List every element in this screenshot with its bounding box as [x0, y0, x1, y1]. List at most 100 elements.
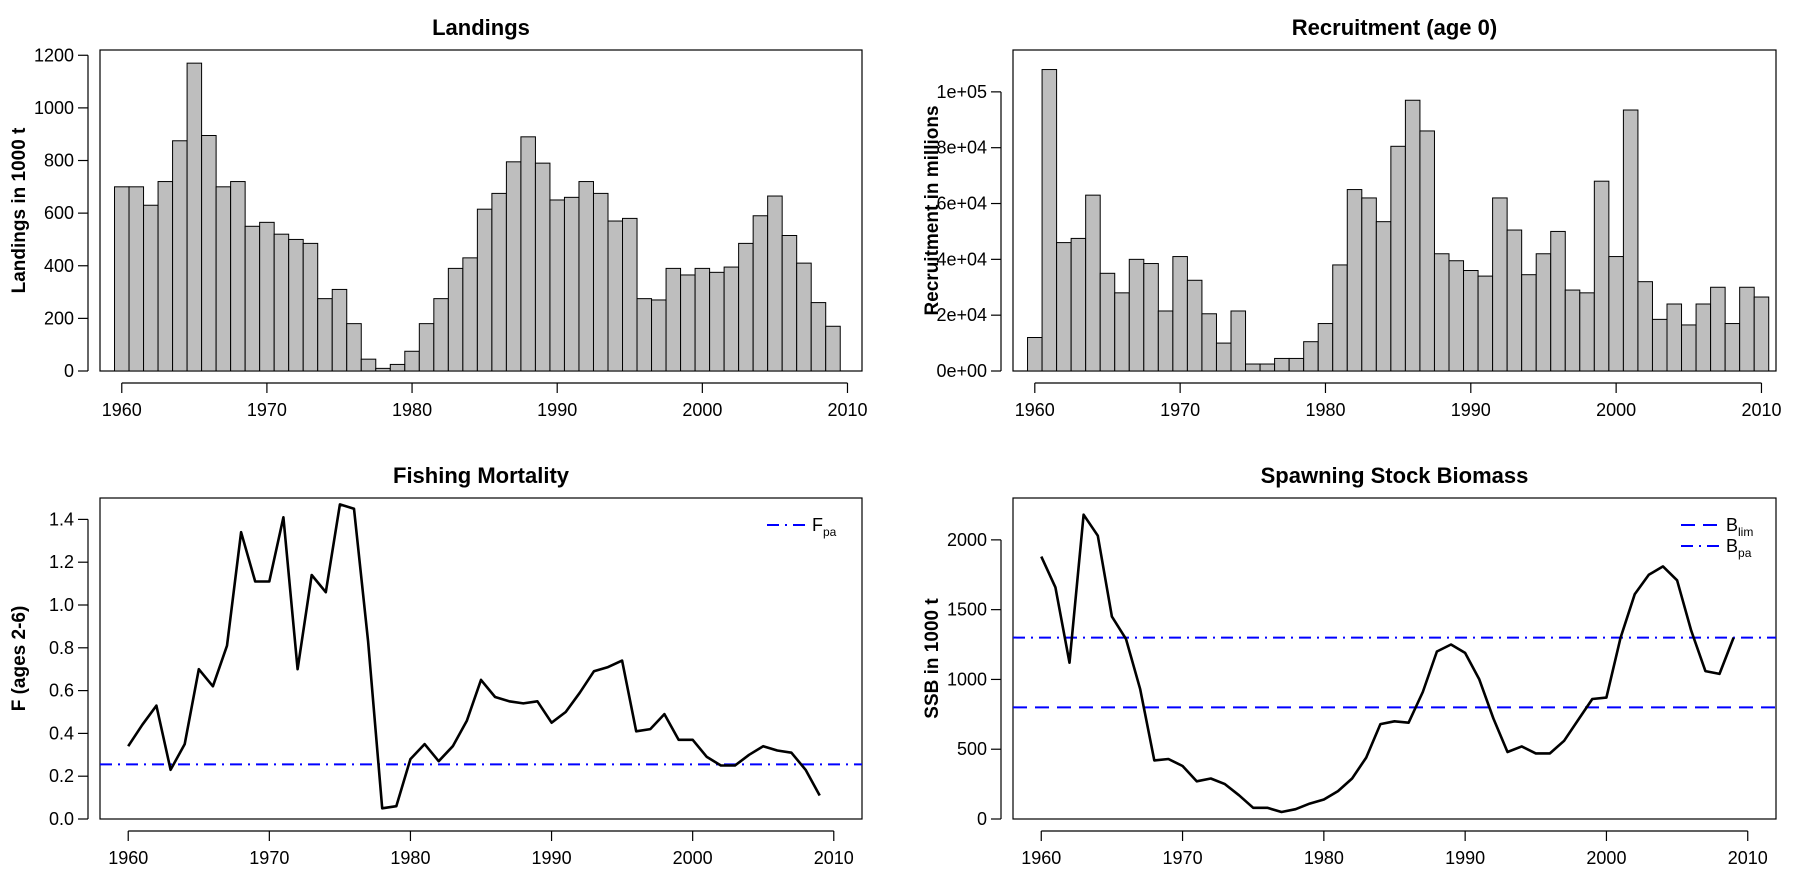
plot-frame — [99, 497, 863, 820]
bar — [505, 161, 522, 372]
bar — [1332, 264, 1348, 372]
bar — [1245, 363, 1261, 372]
bar — [1521, 274, 1537, 372]
bar — [1681, 324, 1697, 372]
y-axis-label: SSB in 1000 t — [922, 598, 943, 719]
x-tick-label: 1960 — [1021, 848, 1061, 868]
bar — [1085, 194, 1101, 372]
y-tick-label: 0.2 — [49, 766, 74, 786]
series-line — [1040, 513, 1735, 814]
bar — [1041, 69, 1058, 372]
x-tick-label: 1980 — [392, 400, 432, 420]
chart-title: Recruitment (age 0) — [1292, 15, 1497, 40]
y-axis: 0 200 400 600 800 1000 1200 — [34, 45, 89, 381]
bar — [1608, 256, 1624, 372]
bar — [143, 204, 159, 372]
x-tick-label: 1960 — [1015, 400, 1055, 420]
bar — [114, 186, 130, 372]
y-tick-label: 1200 — [34, 45, 74, 65]
bar — [665, 267, 682, 372]
y-axis-label: F (ages 2-6) — [9, 606, 30, 712]
x-axis: 1960 1970 1980 1990 2000 2010 — [1021, 830, 1768, 868]
y-tick-label: 8e+04 — [936, 138, 987, 158]
bar — [1375, 221, 1392, 372]
bar — [1114, 292, 1130, 372]
bar — [1710, 286, 1726, 372]
plot-frame — [1012, 497, 1777, 820]
legend-label: Bpa — [1726, 536, 1752, 560]
bar — [1317, 323, 1334, 372]
legend-symbol: F — [812, 515, 823, 535]
x-tick-label: 2000 — [1596, 400, 1636, 420]
bar — [1419, 130, 1435, 372]
x-axis: 1960 1970 1980 1990 2000 2010 — [102, 382, 868, 420]
bar — [1593, 180, 1610, 372]
x-tick-label: 2010 — [1741, 400, 1781, 420]
y-tick-label: 1.2 — [49, 552, 74, 572]
bar — [1027, 337, 1043, 372]
y-tick-label: 2e+04 — [936, 305, 987, 325]
bar — [360, 358, 377, 372]
legend-symbol: B — [1726, 515, 1738, 535]
y-tick-label: 400 — [44, 256, 74, 276]
bar — [1230, 310, 1247, 372]
bar — [549, 199, 565, 372]
bar — [1143, 263, 1159, 372]
x-tick-label: 1970 — [1160, 400, 1200, 420]
bar — [752, 215, 769, 372]
x-tick-label: 1990 — [1445, 848, 1485, 868]
bar — [1288, 357, 1305, 372]
x-axis: 1960 1970 1980 1990 2000 2010 — [108, 830, 854, 868]
y-tick-label: 1500 — [947, 600, 987, 620]
y-tick-label: 600 — [44, 203, 74, 223]
bar — [1433, 253, 1450, 372]
bar — [1535, 253, 1552, 372]
bar — [796, 262, 812, 372]
bar — [346, 323, 362, 372]
y-tick-label: 500 — [957, 739, 987, 759]
legend: Fpa — [767, 515, 837, 539]
bar — [1274, 357, 1290, 372]
y-tick-label: 0.4 — [49, 723, 74, 743]
bar — [157, 181, 174, 372]
bar — [694, 267, 711, 372]
bar — [1361, 197, 1377, 372]
bar — [1186, 279, 1203, 372]
bar — [578, 181, 594, 372]
bar — [1070, 237, 1087, 372]
x-tick-label: 1990 — [537, 400, 577, 420]
y-tick-label: 1.4 — [49, 509, 74, 529]
bar — [230, 181, 246, 372]
bar — [1739, 286, 1755, 372]
bar — [1404, 99, 1421, 372]
bar — [302, 242, 319, 372]
bar — [201, 135, 217, 372]
bar — [1550, 230, 1566, 372]
bar — [636, 298, 653, 372]
bar — [1651, 318, 1668, 372]
bar — [1579, 292, 1595, 372]
x-tick-label: 1980 — [1304, 848, 1344, 868]
bar — [491, 192, 507, 372]
x-tick-label: 1960 — [102, 400, 142, 420]
bar — [259, 221, 275, 372]
bar — [651, 299, 667, 372]
bar — [186, 62, 203, 372]
bar — [418, 323, 435, 372]
legend-symbol: B — [1726, 536, 1738, 556]
x-tick-label: 1970 — [249, 848, 289, 868]
chart-panel-3: Fishing Mortality F (ages 2-6) 1960 1970 198… — [9, 463, 863, 868]
bar — [1695, 303, 1712, 372]
chart-panel-2: Recruitment (age 0) Recruitment in millio… — [922, 15, 1781, 420]
bar — [1492, 197, 1508, 372]
bar — [1172, 256, 1188, 372]
y-tick-label: 1000 — [34, 98, 74, 118]
chart-title: Spawning Stock Biomass — [1261, 463, 1529, 488]
chart-title: Landings — [432, 15, 530, 40]
y-tick-label: 0.6 — [49, 681, 74, 701]
bar — [1259, 363, 1276, 372]
bar — [738, 242, 754, 372]
bar — [723, 266, 740, 372]
bar — [680, 274, 696, 372]
